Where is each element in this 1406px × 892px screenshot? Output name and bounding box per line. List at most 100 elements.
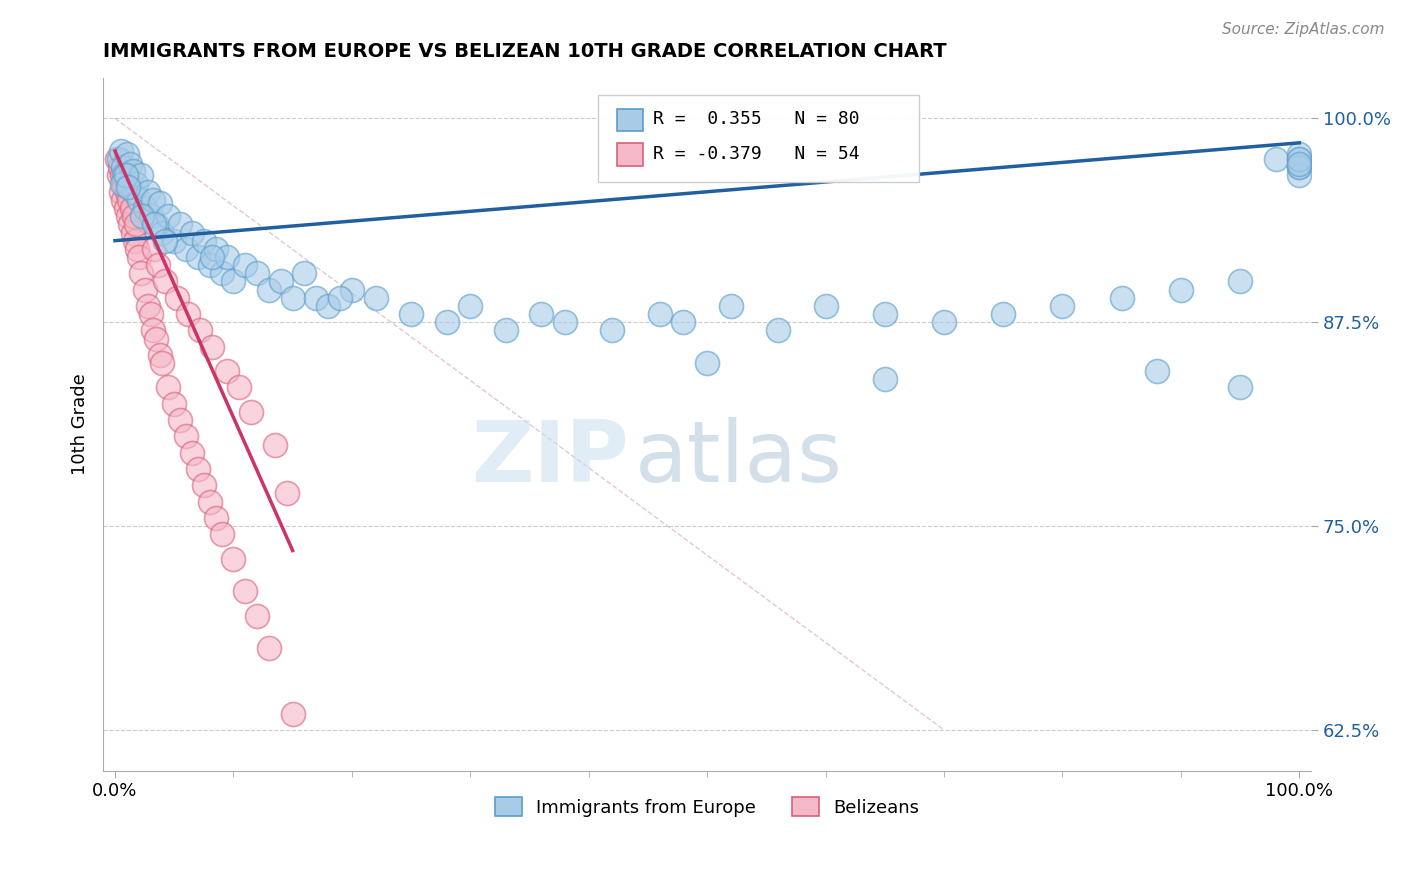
Point [174,429,197,443]
Point [201,340,224,354]
Point [204,511,226,525]
Point [121,201,143,215]
Point [112,161,135,175]
Point [932,315,955,329]
Point [115,147,138,161]
Point [329,291,352,305]
Point [276,486,298,500]
Point [177,307,200,321]
FancyBboxPatch shape [617,109,643,131]
Point [1288,161,1310,175]
Point [1288,169,1310,183]
Point [111,177,134,191]
Point [1146,364,1168,378]
Point [217,364,239,378]
Point [153,275,176,289]
Point [198,258,221,272]
Point [122,185,145,199]
Point [187,462,209,476]
Point [117,209,139,223]
Text: R =  0.355   N = 80: R = 0.355 N = 80 [652,111,859,128]
Point [364,291,387,305]
Point [993,307,1015,321]
Text: IMMIGRANTS FROM EUROPE VS BELIZEAN 10TH GRADE CORRELATION CHART: IMMIGRANTS FROM EUROPE VS BELIZEAN 10TH … [103,42,946,61]
Point [125,177,148,191]
Point [1288,161,1310,175]
Point [1229,275,1251,289]
Point [648,307,671,321]
Point [554,315,576,329]
Point [134,201,156,215]
Point [768,323,790,337]
Point [873,372,896,386]
Point [1229,380,1251,394]
Point [294,266,316,280]
Point [121,226,143,240]
Point [1288,152,1310,166]
Point [111,169,134,183]
Point [149,196,172,211]
Point [187,250,209,264]
Point [495,323,517,337]
Point [114,201,136,215]
Point [198,494,221,508]
Point [399,307,422,321]
Point [233,258,256,272]
Point [105,152,128,166]
Point [153,234,176,248]
Point [458,299,481,313]
Point [720,299,742,313]
Point [139,307,162,321]
Point [316,299,339,313]
Text: atlas: atlas [634,417,842,500]
Point [128,250,150,264]
Point [142,193,165,207]
Legend: Immigrants from Europe, Belizeans: Immigrants from Europe, Belizeans [488,790,927,824]
Point [118,193,141,207]
Point [129,169,152,183]
Point [107,169,129,183]
Point [305,291,328,305]
Point [124,234,146,248]
Point [166,291,188,305]
Point [114,169,136,183]
Point [270,275,292,289]
Point [117,179,139,194]
Point [211,266,233,280]
Point [169,218,191,232]
Point [110,144,132,158]
Point [134,283,156,297]
Point [181,226,204,240]
Point [114,177,136,191]
Point [114,169,136,183]
Point [233,584,256,599]
Text: R = -0.379   N = 54: R = -0.379 N = 54 [652,145,859,163]
Point [1170,283,1192,297]
Point [201,250,224,264]
Y-axis label: 10th Grade: 10th Grade [72,373,89,475]
Point [1111,291,1133,305]
Point [188,323,211,337]
Point [602,323,624,337]
Point [222,275,245,289]
Point [204,242,226,256]
Point [211,527,233,541]
Point [163,234,186,248]
Point [129,266,152,280]
Point [146,258,169,272]
Point [222,551,245,566]
Point [115,185,138,199]
Point [121,163,143,178]
Point [340,283,363,297]
Point [240,405,263,419]
Point [246,608,269,623]
Point [139,209,162,223]
Point [136,185,159,199]
Point [145,332,167,346]
Point [142,323,165,337]
Point [672,315,695,329]
Text: Source: ZipAtlas.com: Source: ZipAtlas.com [1222,22,1385,37]
Point [143,242,166,256]
Point [127,242,149,256]
Point [257,641,280,656]
